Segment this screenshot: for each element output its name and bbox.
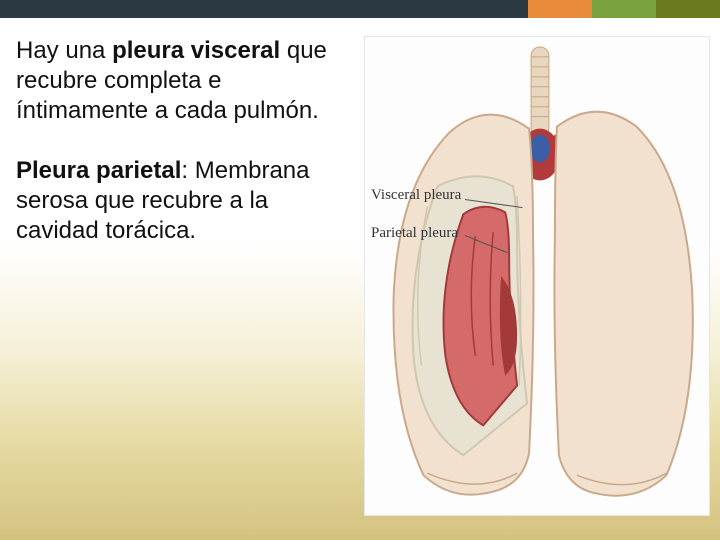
top-accent-bar: [0, 0, 720, 18]
right-lung-icon: [554, 112, 692, 496]
paragraph-visceral: Hay una pleura visceral que recubre comp…: [16, 36, 356, 126]
text-column: Hay una pleura visceral que recubre comp…: [16, 36, 356, 516]
accent-block-green: [592, 0, 656, 18]
accent-block-orange: [528, 0, 592, 18]
lungs-svg: [365, 37, 709, 515]
p2-bold: Pleura parietal: [16, 157, 181, 184]
topbar-dark-segment: [0, 0, 528, 18]
anatomy-figure: Visceral pleura Parietal pleura: [364, 36, 710, 516]
topbar-colored-blocks: [528, 0, 720, 18]
accent-block-olive: [656, 0, 720, 18]
figure-label-parietal: Parietal pleura: [371, 225, 458, 242]
p1-bold: pleura visceral: [112, 37, 280, 64]
p1-pre: Hay una: [16, 37, 112, 64]
paragraph-parietal: Pleura parietal: Membrana serosa que rec…: [16, 156, 356, 246]
figure-label-visceral: Visceral pleura: [371, 187, 461, 204]
trachea-icon: [531, 47, 549, 137]
p2-colon: :: [181, 157, 194, 184]
slide-content: Hay una pleura visceral que recubre comp…: [0, 18, 720, 526]
